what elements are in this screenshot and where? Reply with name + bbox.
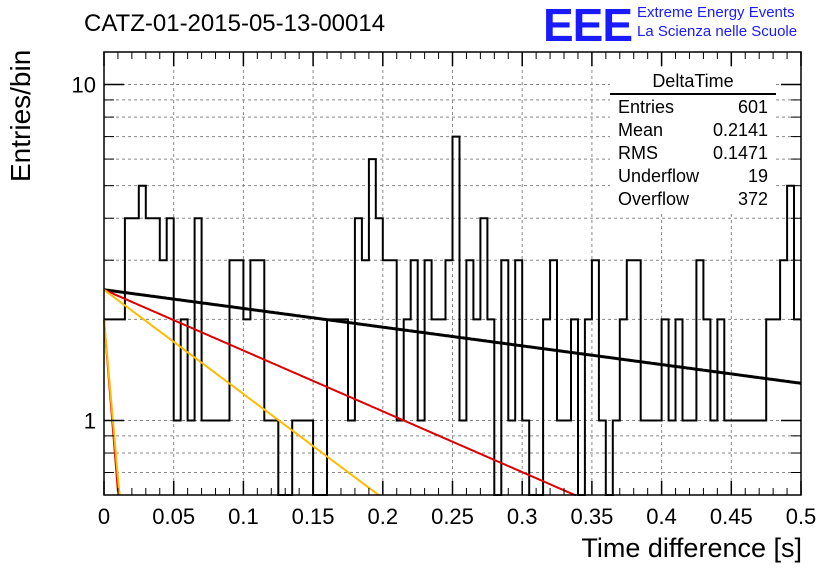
logo-line-1: Extreme Energy Events <box>637 4 795 21</box>
x-tick-label: 0.05 <box>152 504 195 529</box>
x-tick-label: 0.45 <box>710 504 753 529</box>
stats-title: DeltaTime <box>610 70 776 95</box>
histogram-outline <box>104 135 801 496</box>
stats-label: Underflow <box>618 166 700 186</box>
x-tick-label: 0.2 <box>368 504 399 529</box>
stats-row-overflow: Overflow 372 <box>610 188 776 211</box>
stats-row-rms: RMS 0.1471 <box>610 142 776 165</box>
stats-value: 372 <box>737 189 768 209</box>
x-tick-label: 0.3 <box>507 504 538 529</box>
fit-curve-0 <box>103 288 802 385</box>
logo-line-2: La Scienza nelle Scuole <box>637 23 798 40</box>
stats-value: 601 <box>737 97 768 117</box>
stats-label: Entries <box>618 97 675 117</box>
x-tick-label: 0.1 <box>228 504 259 529</box>
histogram-bins <box>104 135 801 496</box>
stats-row-entries: Entries 601 <box>610 96 776 119</box>
chart-title: CATZ-01-2015-05-13-00014 <box>84 10 386 37</box>
stats-value: 0.2141 <box>712 120 768 140</box>
stats-label: Overflow <box>618 189 690 209</box>
y-tick-label: 1 <box>84 408 96 433</box>
stats-value: 0.1471 <box>712 143 768 163</box>
stats-value: 19 <box>747 166 768 186</box>
x-tick-label: 0.4 <box>646 504 677 529</box>
fit-curves <box>103 288 802 496</box>
axis-ticks: 0 0.05 0.1 0.15 0.2 0.25 0.3 0.35 0.4 0.45 0.5 1 10 <box>72 52 817 529</box>
x-tick-label: 0.5 <box>786 504 817 529</box>
y-tick-label: 10 <box>72 73 96 98</box>
y-axis-label: Entries/bin <box>5 49 36 182</box>
stats-row-mean: Mean 0.2141 <box>610 119 776 142</box>
stats-label: RMS <box>618 143 658 163</box>
x-tick-label: 0.15 <box>292 504 335 529</box>
histogram <box>104 135 801 496</box>
eee-logo-text: Extreme Energy Events La Scienza nelle S… <box>637 3 797 41</box>
x-tick-label: 0.25 <box>431 504 474 529</box>
x-tick-label: 0 <box>98 504 110 529</box>
x-axis-label: Time difference [s] <box>581 533 802 563</box>
fit-curve-2 <box>103 288 380 496</box>
fit-curve-4 <box>103 319 121 496</box>
x-tick-label: 0.35 <box>570 504 613 529</box>
stats-box: DeltaTime Entries 601 Mean 0.2141 RMS 0.… <box>610 70 776 211</box>
eee-logo-mark: EEE <box>543 0 633 51</box>
stats-row-underflow: Underflow 19 <box>610 165 776 188</box>
fit-curve-1 <box>103 288 577 496</box>
stats-label: Mean <box>618 120 664 140</box>
